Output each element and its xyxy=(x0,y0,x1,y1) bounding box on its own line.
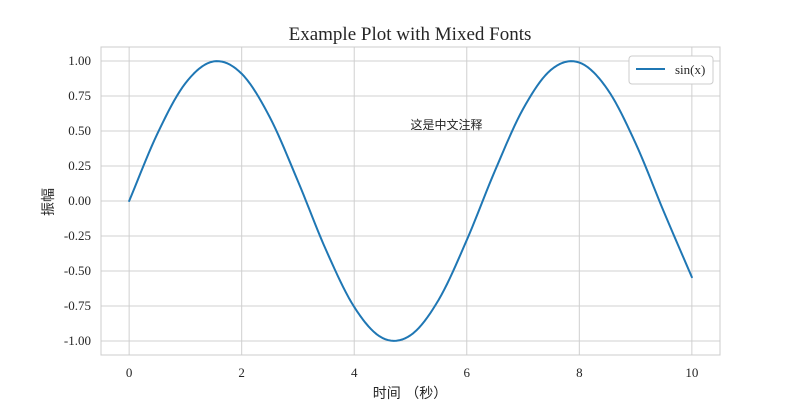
x-axis-label: 时间 （秒） xyxy=(373,386,447,400)
y-axis-label: 振幅 xyxy=(41,188,57,216)
x-tick-label: 2 xyxy=(238,365,245,380)
y-tick-label: 0.00 xyxy=(68,193,91,208)
y-tick-label: 1.00 xyxy=(68,53,91,68)
tick-labels: 0 2 4 6 8 10 1.00 0.75 0.50 0.25 0.00 -0.25 -0.50 -0.… xyxy=(64,53,698,380)
series-layer xyxy=(128,60,693,342)
annotation-layer: 这是中文注释 xyxy=(411,117,483,132)
y-tick-label: -0.25 xyxy=(64,228,91,243)
series-line-sin-x xyxy=(128,60,693,342)
grid xyxy=(101,47,720,355)
chart-annotation: 这是中文注释 xyxy=(411,117,483,132)
y-tick-label: 0.50 xyxy=(68,123,91,138)
legend-label-sin-x: sin(x) xyxy=(675,62,705,77)
legend-box xyxy=(628,55,714,85)
y-tick-label: 0.75 xyxy=(68,88,91,103)
x-tick-label: 8 xyxy=(576,365,583,380)
x-tick-label: 10 xyxy=(685,365,698,380)
plot-area-frame xyxy=(100,46,721,356)
x-tick-label: 4 xyxy=(351,365,358,380)
x-tick-label: 0 xyxy=(126,365,133,380)
chart-title: Example Plot with Mixed Fonts xyxy=(289,24,532,45)
y-tick-label: -0.75 xyxy=(64,298,91,313)
y-tick-label: 0.25 xyxy=(68,158,91,173)
legend: sin(x) xyxy=(628,55,714,85)
x-tick-label: 6 xyxy=(464,365,471,380)
y-tick-label: -0.50 xyxy=(64,263,91,278)
y-tick-label: -1.00 xyxy=(64,333,91,348)
